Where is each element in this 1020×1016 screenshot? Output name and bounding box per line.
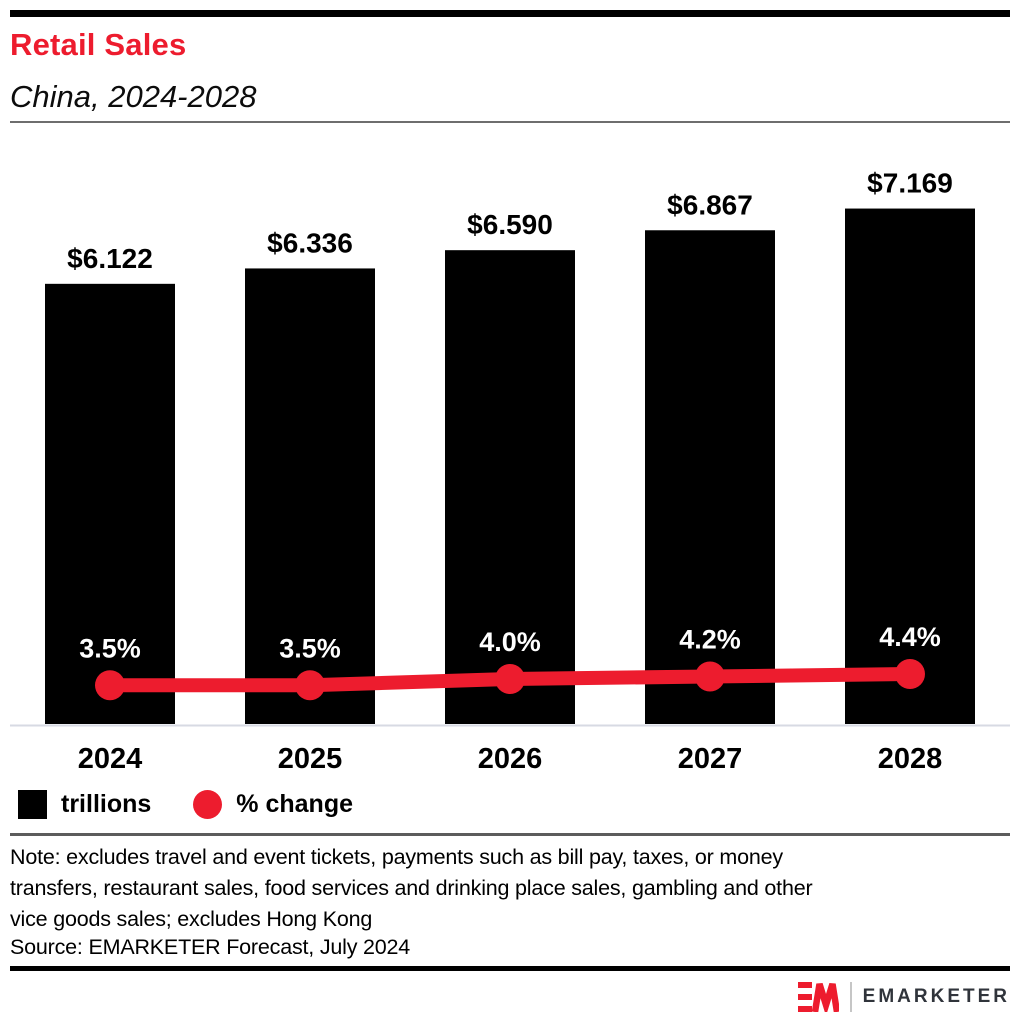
header-divider bbox=[10, 121, 1010, 123]
top-accent-bar bbox=[10, 10, 1010, 17]
legend-item-trillions: trillions bbox=[18, 789, 152, 819]
bar-series-swatch bbox=[18, 789, 47, 819]
x-tick-label-2025: 2025 bbox=[278, 743, 343, 775]
bar-value-label-2025: $6.336 bbox=[267, 227, 353, 258]
line-series-swatch bbox=[193, 789, 223, 819]
chart-note: Note: excludes travel and event tickets,… bbox=[10, 845, 813, 931]
x-tick-label-2028: 2028 bbox=[878, 743, 943, 775]
combo-chart: $6.122 $6.336 $6.590 $6.867 $7.169 2024 2025 20… bbox=[10, 168, 1010, 775]
page-title: Retail Sales bbox=[10, 27, 187, 62]
x-tick-label-2024: 2024 bbox=[78, 743, 143, 775]
x-tick-label-2026: 2026 bbox=[478, 743, 543, 775]
pct-label-2026: 4.0% bbox=[479, 627, 541, 657]
pct-label-2024: 3.5% bbox=[79, 633, 141, 663]
bar-2024 bbox=[45, 283, 175, 724]
legend-label: trillions bbox=[61, 789, 152, 818]
x-tick-label-2027: 2027 bbox=[678, 743, 743, 775]
pct-label-2028: 4.4% bbox=[879, 622, 941, 652]
chart-source: Source: EMARKETER Forecast, July 2024 bbox=[10, 935, 411, 959]
line-marker-2027 bbox=[695, 661, 725, 692]
line-marker-2028 bbox=[895, 659, 925, 689]
bar-2028 bbox=[845, 208, 975, 724]
brand-footer: EMARKETER bbox=[797, 981, 1010, 1013]
bar-value-label-2024: $6.122 bbox=[67, 243, 153, 274]
line-marker-2024 bbox=[95, 670, 125, 701]
bar-2025 bbox=[245, 268, 375, 724]
pct-label-2025: 3.5% bbox=[279, 633, 341, 663]
legend-label: % change bbox=[236, 789, 353, 818]
line-marker-2026 bbox=[495, 664, 525, 694]
footer-divider bbox=[10, 966, 1010, 971]
pct-label-2027: 4.2% bbox=[679, 625, 741, 655]
line-marker-2025 bbox=[295, 670, 325, 701]
chart-legend: trillions % change bbox=[18, 788, 353, 820]
legend-item-pct-change: % change bbox=[193, 789, 353, 819]
bar-2027 bbox=[645, 230, 775, 724]
bar-value-label-2027: $6.867 bbox=[667, 189, 753, 220]
legend-divider bbox=[10, 833, 1010, 836]
bar-value-label-2028: $7.169 bbox=[867, 168, 953, 199]
bar-value-label-2026: $6.590 bbox=[467, 209, 553, 240]
brand-name: EMARKETER bbox=[862, 986, 1010, 1007]
chart-area: $6.122 $6.336 $6.590 $6.867 $7.169 2024 2025 20… bbox=[0, 140, 1020, 785]
emarketer-logo-icon bbox=[797, 982, 839, 1012]
bar-2026 bbox=[445, 250, 575, 724]
page-subtitle: China, 2024-2028 bbox=[10, 79, 257, 114]
brand-divider bbox=[849, 982, 852, 1012]
